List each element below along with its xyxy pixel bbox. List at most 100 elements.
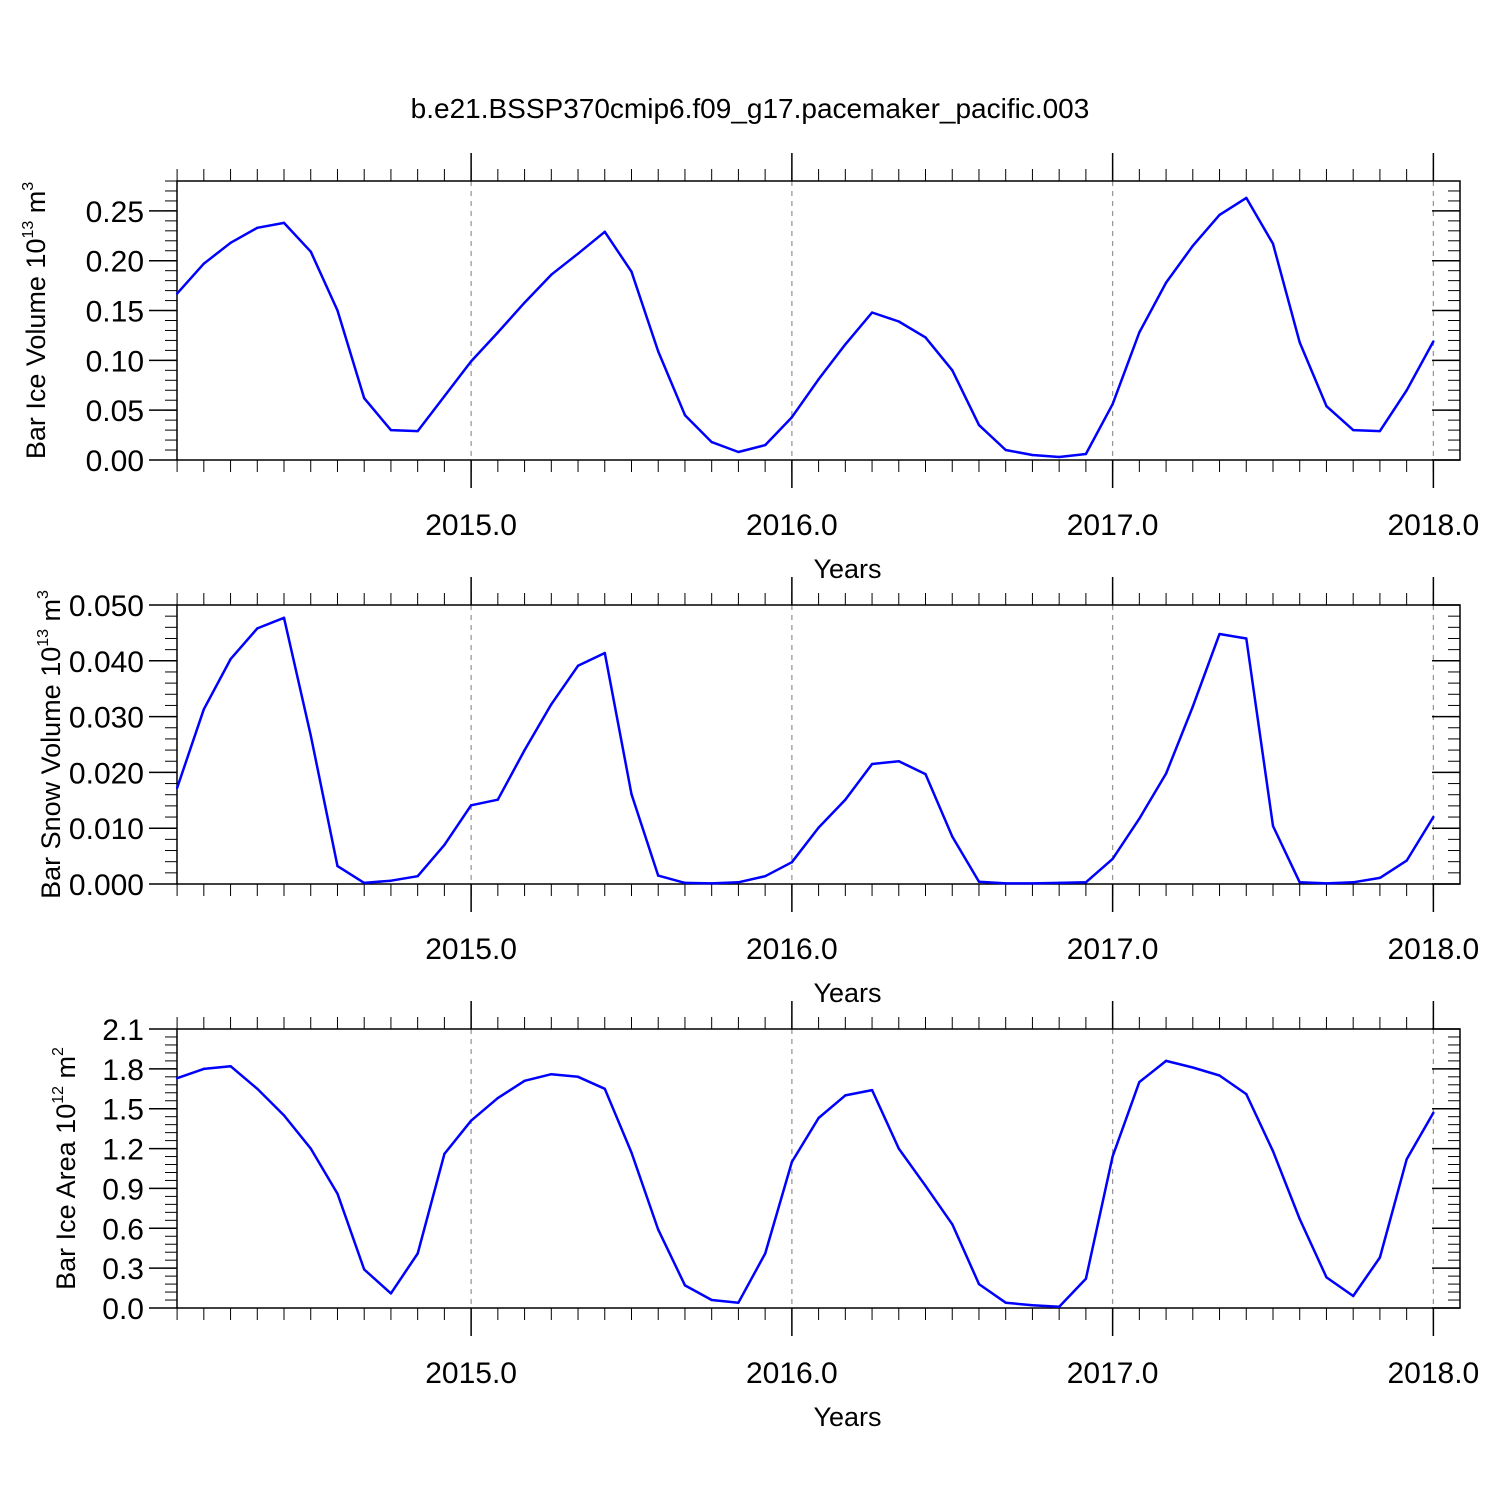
- x-tick-label: 2017.0: [1067, 1357, 1159, 1390]
- y-tick-label: 0.040: [69, 646, 144, 679]
- data-point: [1111, 1155, 1114, 1158]
- data-point: [683, 413, 687, 417]
- series-line: [175, 616, 1435, 885]
- data-point: [416, 429, 419, 433]
- data-point: [256, 226, 259, 230]
- data-point: [630, 792, 633, 796]
- data-point: [576, 1075, 580, 1079]
- data-point: [576, 252, 580, 255]
- data-point: [202, 1067, 206, 1071]
- data-point: [1378, 876, 1382, 880]
- y-tick-label: 0.05: [86, 395, 144, 428]
- data-point: [763, 874, 767, 878]
- y-tick-label: 0.010: [69, 813, 144, 846]
- y-axis-label: Bar Ice Volume 1013 m3: [20, 182, 51, 459]
- data-point: [363, 881, 366, 885]
- x-axis-label: Years: [813, 1402, 881, 1432]
- series-line: [176, 1059, 1435, 1308]
- data-point: [683, 1284, 687, 1287]
- data-point: [1271, 1150, 1275, 1153]
- data-point: [1271, 242, 1275, 245]
- data-point: [1111, 857, 1114, 861]
- data-point: [1245, 196, 1248, 200]
- y-tick-label: 0.0: [102, 1293, 144, 1326]
- data-point: [1325, 882, 1328, 885]
- data-point: [1084, 452, 1088, 456]
- x-tick-label: 2016.0: [746, 1357, 838, 1390]
- data-point: [1405, 389, 1408, 392]
- figure-title: b.e21.BSSP370cmip6.f09_g17.pacemaker_pac…: [411, 93, 1090, 124]
- data-point: [256, 1087, 259, 1090]
- data-point: [630, 1151, 633, 1154]
- data-point: [1138, 331, 1141, 334]
- data-point: [389, 428, 393, 432]
- y-tick-label: 1.5: [102, 1094, 144, 1127]
- data-point: [202, 708, 206, 711]
- data-point: [1432, 1111, 1435, 1114]
- data-point: [844, 798, 847, 801]
- data-point: [1405, 859, 1408, 862]
- data-point: [576, 664, 580, 668]
- chart-panel-3: 2015.0 2016.0 2017.0 2018.0 0.0 0.3 0.6 0.9 1.2 1…: [50, 1001, 1479, 1432]
- data-point: [603, 1087, 606, 1090]
- data-point: [817, 1116, 820, 1120]
- y-tick-label: 0.00: [86, 445, 144, 478]
- data-point: [175, 1076, 179, 1080]
- data-point: [870, 1088, 874, 1092]
- data-point: [469, 360, 473, 363]
- data-point: [282, 616, 286, 620]
- data-point: [309, 250, 312, 253]
- data-point: [657, 874, 660, 877]
- data-point: [1378, 429, 1382, 433]
- y-tick-label: 0.10: [86, 345, 144, 378]
- data-point: [496, 798, 500, 801]
- data-point: [1111, 403, 1114, 406]
- y-tick-label: 0.25: [86, 196, 144, 229]
- data-point: [1164, 281, 1168, 284]
- data-point: [229, 1065, 232, 1068]
- data-point: [924, 1184, 927, 1187]
- data-point: [603, 230, 606, 234]
- data-point: [550, 703, 553, 706]
- plot-frame: [176, 180, 1461, 461]
- chart-panel-1: 2015.0 2016.0 2017.0 2018.0 0.00 0.05 0.10 0.15…: [20, 153, 1479, 584]
- data-point: [443, 843, 446, 847]
- data-point: [1084, 881, 1088, 884]
- x-tick-label: 2015.0: [425, 1357, 517, 1390]
- data-point: [1245, 1092, 1248, 1096]
- data-point: [844, 343, 847, 346]
- data-point: [336, 1192, 339, 1195]
- data-point: [1298, 341, 1301, 344]
- x-tick-label: 2016.0: [746, 509, 838, 542]
- x-tick-label: 2015.0: [425, 933, 517, 966]
- data-point: [336, 309, 339, 312]
- data-point: [977, 1282, 981, 1286]
- data-point: [1004, 448, 1007, 452]
- y-tick-label: 0.6: [102, 1213, 144, 1246]
- data-point: [737, 1301, 740, 1304]
- data-point: [523, 1079, 526, 1083]
- data-point: [1084, 1277, 1088, 1280]
- data-point: [175, 786, 179, 790]
- data-point: [416, 874, 419, 878]
- data-point: [1031, 882, 1034, 885]
- data-point: [1432, 815, 1435, 819]
- x-tick-label: 2015.0: [425, 509, 517, 542]
- y-tick-label: 0.3: [102, 1253, 144, 1286]
- data-point: [229, 241, 232, 244]
- data-point: [1004, 1301, 1007, 1304]
- plot-frame: [176, 1028, 1461, 1309]
- data-point: [1057, 1305, 1061, 1308]
- data-point: [175, 292, 179, 295]
- data-point: [443, 395, 446, 398]
- data-point: [1298, 881, 1301, 884]
- data-point: [1138, 817, 1141, 820]
- data-point: [870, 311, 874, 314]
- data-point: [282, 221, 286, 225]
- data-point: [630, 270, 633, 273]
- data-point: [897, 760, 900, 763]
- y-tick-label: 0.20: [86, 246, 144, 279]
- data-point: [844, 1094, 847, 1097]
- data-point: [737, 450, 740, 454]
- data-point: [496, 1096, 500, 1100]
